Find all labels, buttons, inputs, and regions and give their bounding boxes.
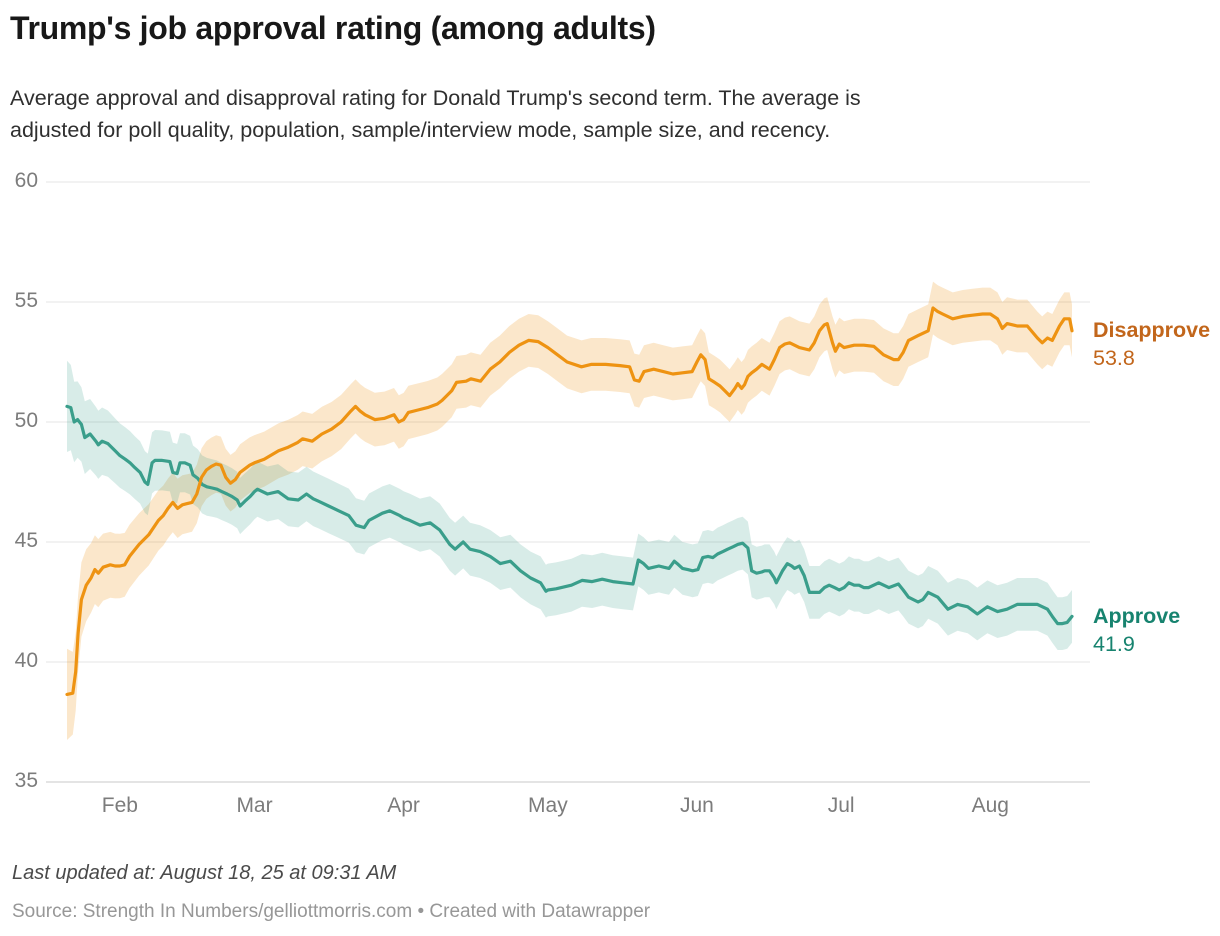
x-axis-tick-apr: Apr [387,794,420,817]
approve-end-value: 41.9 [1093,632,1135,656]
x-axis-tick-feb: Feb [101,794,138,817]
series-label-approve: Approve 41.9 [1093,602,1180,658]
page-title: Trump's job approval rating (among adult… [10,10,656,46]
y-axis-tick-55: 55 [14,289,38,312]
y-axis-tick-50: 50 [14,409,38,432]
last-updated-note: Last updated at: August 18, 25 at 09:31 … [12,862,397,884]
source-attribution: Source: Strength In Numbers/gelliottmorr… [12,901,651,922]
disapprove-end-value: 53.8 [1093,346,1135,370]
approve-label: Approve [1093,604,1181,628]
y-axis-tick-35: 35 [14,769,38,792]
approve-line[interactable] [65,404,1074,626]
x-axis-tick-jun: Jun [679,794,714,817]
y-axis-tick-45: 45 [14,529,38,552]
approve-confidence-band [67,360,1072,650]
x-axis-tick-jul: Jul [827,794,855,817]
y-axis-tick-40: 40 [14,649,38,672]
disapprove-label: Disapprove [1093,318,1211,342]
x-axis-tick-aug: Aug [971,794,1009,817]
disapprove-line[interactable] [65,306,1074,697]
series-label-disapprove: Disapprove 53.8 [1093,316,1210,372]
disapprove-confidence-band [67,281,1072,740]
chart-subtitle-line2: adjusted for poll quality, population, s… [10,118,831,142]
y-axis-tick-60: 60 [14,169,38,192]
chart-subtitle: Average approval and disapproval rating … [10,82,1170,146]
chart-svg [46,181,1090,783]
chart-subtitle-line1: Average approval and disapproval rating … [10,86,861,110]
x-axis-tick-may: May [528,794,568,817]
x-axis-tick-mar: Mar [236,794,273,817]
